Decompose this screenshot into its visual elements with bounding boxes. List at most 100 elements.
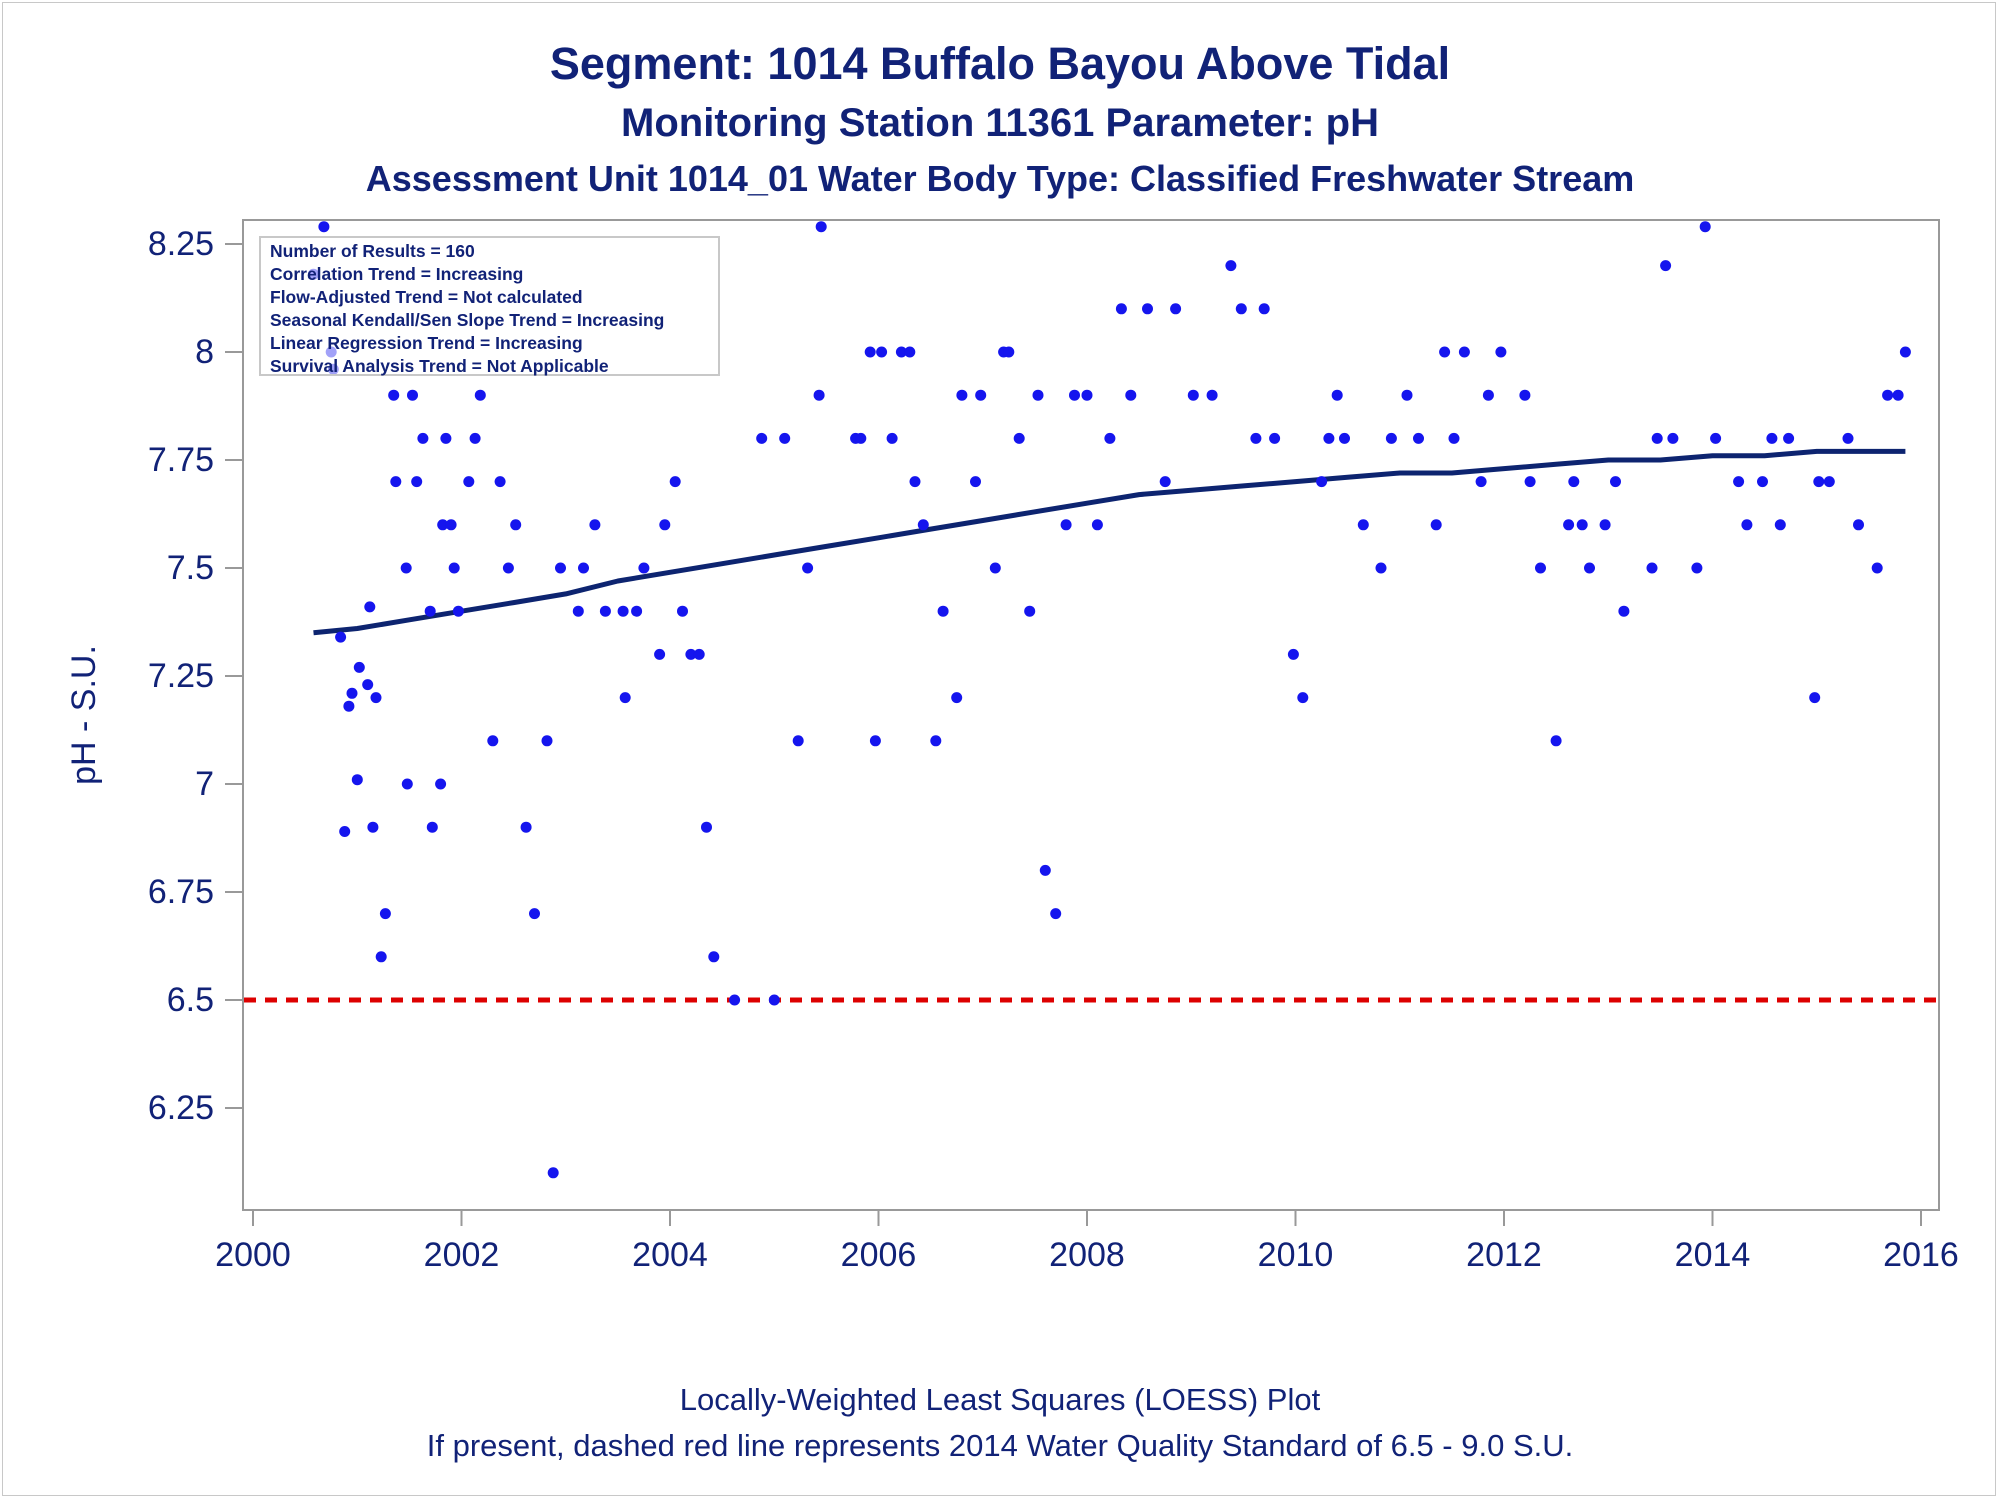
stat-correlation-trend: Correlation Trend = Increasing bbox=[270, 264, 524, 284]
data-point bbox=[1766, 432, 1778, 444]
data-point bbox=[1568, 476, 1580, 488]
data-point bbox=[685, 648, 697, 660]
data-point bbox=[895, 346, 907, 358]
data-point bbox=[1448, 432, 1460, 444]
y-tick-label: 6.75 bbox=[148, 873, 214, 911]
data-point bbox=[1892, 389, 1904, 401]
x-axis: 2000 2002 2004 2006 2008 2010 2012 2014 2016 bbox=[215, 1210, 1959, 1274]
data-point bbox=[1187, 389, 1199, 401]
data-point bbox=[578, 562, 589, 574]
x-tick-label: 2002 bbox=[424, 1236, 500, 1274]
data-point bbox=[693, 648, 705, 660]
data-point bbox=[407, 389, 418, 401]
data-point bbox=[1032, 389, 1044, 401]
data-point bbox=[541, 735, 553, 747]
data-point bbox=[1871, 562, 1883, 574]
data-point bbox=[1225, 260, 1237, 272]
data-point bbox=[1235, 303, 1247, 315]
data-point bbox=[520, 821, 532, 833]
data-point bbox=[424, 605, 436, 617]
loess-line bbox=[313, 448, 1906, 636]
data-point bbox=[379, 908, 391, 920]
x-tick-label: 2006 bbox=[841, 1236, 917, 1274]
data-point bbox=[417, 432, 429, 444]
data-point bbox=[1250, 432, 1262, 444]
data-point bbox=[1159, 476, 1171, 488]
data-point bbox=[1584, 562, 1595, 574]
data-point bbox=[1882, 389, 1894, 401]
data-point bbox=[1430, 519, 1442, 531]
data-point bbox=[463, 476, 475, 488]
data-point bbox=[1125, 389, 1137, 401]
data-point bbox=[1691, 562, 1703, 574]
data-point bbox=[1610, 476, 1621, 488]
data-point bbox=[469, 432, 481, 444]
data-point bbox=[1050, 908, 1062, 920]
data-point bbox=[1823, 476, 1835, 488]
data-point bbox=[1535, 562, 1546, 574]
y-tick-label: 7.5 bbox=[167, 549, 214, 587]
y-tick-label: 6.25 bbox=[148, 1089, 214, 1127]
data-point bbox=[1003, 346, 1015, 358]
data-point bbox=[1024, 605, 1036, 617]
data-point bbox=[335, 631, 347, 643]
x-tick-label: 2010 bbox=[1258, 1236, 1334, 1274]
data-point bbox=[388, 389, 400, 401]
data-point bbox=[1809, 692, 1821, 704]
data-point bbox=[572, 605, 584, 617]
stat-number-of-results: Number of Results = 160 bbox=[270, 241, 475, 261]
y-axis-label: pH - S.U. bbox=[65, 645, 103, 785]
data-point bbox=[937, 605, 949, 617]
data-point bbox=[1081, 389, 1093, 401]
data-point bbox=[930, 735, 942, 747]
data-point bbox=[1385, 432, 1397, 444]
data-point bbox=[1783, 432, 1795, 444]
data-point bbox=[617, 605, 629, 617]
data-point bbox=[970, 476, 981, 488]
data-point bbox=[654, 648, 666, 660]
chart-subtitle: Monitoring Station 11361 Parameter: pH bbox=[621, 101, 1379, 145]
data-point bbox=[364, 601, 376, 613]
data-point bbox=[426, 821, 438, 833]
x-tick-label: 2014 bbox=[1675, 1236, 1751, 1274]
data-point bbox=[367, 821, 379, 833]
data-point bbox=[555, 562, 566, 574]
data-point bbox=[1142, 303, 1153, 315]
data-point bbox=[1813, 476, 1825, 488]
data-point bbox=[510, 519, 522, 531]
y-tick-label: 7.75 bbox=[148, 441, 214, 479]
data-point bbox=[529, 908, 540, 920]
data-point bbox=[792, 735, 804, 747]
y-tick-label: 7 bbox=[195, 765, 214, 803]
data-point bbox=[351, 774, 363, 786]
data-point bbox=[869, 735, 881, 747]
data-point bbox=[669, 476, 681, 488]
stat-flow-adjusted-trend: Flow-Adjusted Trend = Not calculated bbox=[270, 287, 583, 307]
data-point bbox=[886, 432, 898, 444]
data-point bbox=[339, 826, 351, 837]
data-point bbox=[1269, 432, 1281, 444]
data-point bbox=[401, 778, 413, 790]
x-tick-label: 2000 bbox=[215, 1236, 291, 1274]
data-point bbox=[729, 994, 741, 1006]
data-point bbox=[445, 519, 457, 531]
data-point bbox=[813, 389, 825, 401]
data-point bbox=[437, 519, 449, 531]
data-point bbox=[951, 692, 963, 704]
data-point bbox=[1323, 432, 1335, 444]
data-point bbox=[1458, 346, 1470, 358]
data-point bbox=[975, 389, 987, 401]
data-point bbox=[1733, 476, 1745, 488]
data-point bbox=[756, 432, 768, 444]
data-point bbox=[1170, 303, 1182, 315]
data-point bbox=[1667, 432, 1679, 444]
data-point bbox=[1710, 432, 1722, 444]
data-point bbox=[1519, 389, 1531, 401]
data-points bbox=[308, 221, 1911, 1179]
data-point bbox=[346, 687, 358, 699]
data-point bbox=[1699, 221, 1711, 233]
data-point bbox=[390, 476, 402, 488]
data-point bbox=[956, 389, 968, 401]
